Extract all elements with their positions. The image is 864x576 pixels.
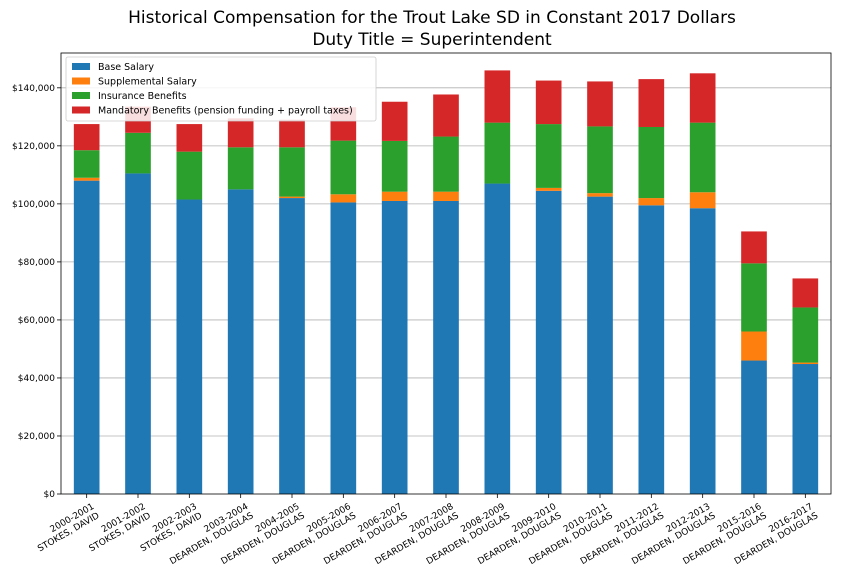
legend-box	[65, 56, 377, 122]
bar-segment-base	[73, 180, 100, 494]
y-tick-label: $140,000	[12, 84, 55, 94]
y-tick-label: $100,000	[12, 200, 55, 210]
legend-label: Base Salary	[98, 62, 154, 73]
bar-segment-insurance	[587, 126, 613, 194]
y-tick-label: $40,000	[18, 374, 55, 384]
legend-label: Insurance Benefits	[98, 91, 187, 102]
bar-segment-supplemental	[587, 193, 613, 197]
bar-segment-base	[741, 360, 767, 494]
legend: Base Salary Supplemental Salary Insurance …	[65, 56, 377, 122]
bar-segment-mandatory	[741, 231, 767, 264]
plot-frame	[60, 52, 832, 495]
legend-swatch	[72, 92, 90, 99]
legend-swatch	[72, 106, 90, 114]
bar-segment-supplemental	[741, 331, 767, 361]
bar-segment-mandatory	[227, 118, 254, 148]
bar-segment-mandatory	[638, 79, 665, 127]
bar-segment-insurance	[73, 150, 100, 178]
y-tick-label: $120,000	[12, 142, 55, 152]
bar-segment-insurance	[125, 132, 151, 174]
bar-segment-insurance	[638, 126, 665, 199]
bar-segment-base	[433, 200, 459, 494]
legend-swatch	[72, 63, 90, 70]
legend-swatch	[72, 77, 90, 85]
bar-segment-insurance	[330, 140, 357, 195]
bar-segment-mandatory	[279, 119, 305, 148]
bar-segment-supplemental	[330, 194, 357, 203]
chart-subtitle: Duty Title = Superintendent	[312, 30, 552, 50]
bar-segment-insurance	[689, 122, 716, 193]
bar-segment-supplemental	[279, 196, 305, 199]
bar-segment-base	[587, 196, 613, 495]
bar-segment-mandatory	[792, 278, 819, 308]
bar-segment-mandatory	[73, 124, 100, 151]
bar-segment-supplemental	[73, 177, 100, 181]
legend-label: Supplemental Salary	[98, 77, 197, 88]
bar-segment-supplemental	[433, 191, 459, 201]
bar-segment-base	[125, 173, 151, 494]
bar-segment-mandatory	[433, 94, 459, 137]
legend-label: Mandatory Benefits (pension funding + pa…	[98, 106, 353, 117]
bar-segment-supplemental	[381, 191, 408, 201]
bar-segment-mandatory	[484, 70, 511, 123]
bar-segment-insurance	[741, 263, 767, 332]
bars	[73, 70, 819, 495]
bar-segment-supplemental	[638, 198, 665, 206]
bar-segment-insurance	[279, 147, 305, 197]
bar-segment-insurance	[484, 122, 511, 184]
bar-segment-mandatory	[689, 73, 716, 123]
bar-segment-supplemental	[535, 187, 562, 191]
bar-segment-base	[535, 190, 562, 494]
bar-segment-base	[330, 202, 357, 494]
bar-segment-mandatory	[535, 80, 562, 125]
y-tick-label: $60,000	[18, 316, 55, 326]
bar-segment-mandatory	[381, 101, 408, 141]
bar-segment-insurance	[792, 307, 819, 363]
bar-segment-base	[176, 199, 203, 494]
bar-segment-insurance	[535, 124, 562, 188]
y-tick-label: $0	[44, 490, 56, 500]
bar-segment-base	[689, 208, 716, 494]
bar-segment-base	[279, 198, 305, 494]
bar-segment-insurance	[227, 147, 254, 190]
bar-segment-insurance	[176, 151, 203, 200]
bar-segment-base	[227, 189, 254, 494]
bar-segment-supplemental	[689, 192, 716, 209]
y-tick-label: $80,000	[18, 258, 55, 268]
y-tick-label: $20,000	[18, 432, 55, 442]
bar-segment-base	[381, 200, 408, 494]
bar-segment-insurance	[433, 136, 459, 192]
bar-segment-mandatory	[176, 124, 203, 152]
chart-title: Historical Compensation for the Trout La…	[128, 8, 736, 28]
bar-segment-base	[638, 205, 665, 494]
bar-segment-mandatory	[587, 81, 613, 127]
bar-segment-insurance	[381, 140, 408, 192]
bar-segment-supplemental	[792, 362, 819, 365]
bar-segment-base	[484, 183, 511, 494]
bar-segment-base	[792, 364, 819, 494]
